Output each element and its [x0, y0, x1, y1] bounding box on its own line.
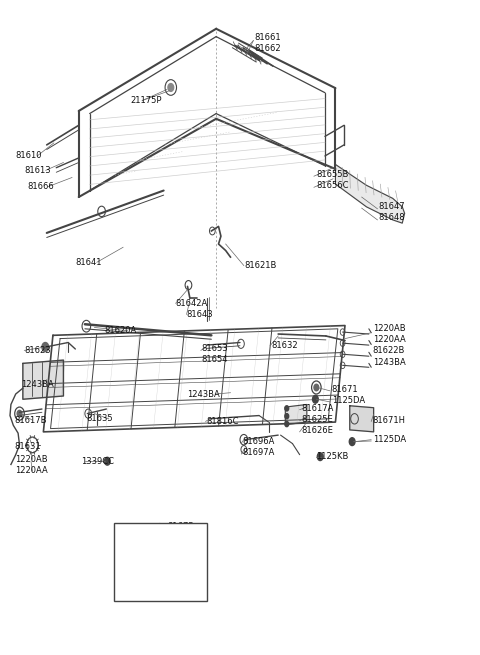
Text: 81642A: 81642A	[176, 299, 208, 308]
Text: 81648: 81648	[378, 214, 405, 223]
Text: 81620A: 81620A	[104, 326, 136, 335]
Text: 81671: 81671	[332, 385, 358, 394]
Circle shape	[312, 396, 318, 403]
Text: 81631: 81631	[15, 441, 41, 451]
Polygon shape	[23, 360, 63, 400]
Text: 21175P: 21175P	[130, 96, 162, 105]
Text: 81816C: 81816C	[206, 417, 239, 426]
Text: 81635: 81635	[86, 415, 113, 423]
Text: 1125KB: 1125KB	[316, 452, 349, 461]
Text: 81626E: 81626E	[301, 426, 333, 435]
Circle shape	[105, 457, 110, 465]
Text: 81617B: 81617B	[15, 416, 47, 424]
Text: 1125DA: 1125DA	[332, 396, 365, 405]
Text: 81643: 81643	[187, 310, 213, 319]
Text: 81621B: 81621B	[245, 261, 277, 270]
Text: 81661: 81661	[254, 33, 281, 42]
Circle shape	[17, 410, 22, 417]
Text: 81653: 81653	[202, 344, 228, 353]
Text: 1243BA: 1243BA	[188, 390, 220, 398]
Polygon shape	[350, 405, 373, 432]
Text: 81671H: 81671H	[372, 416, 406, 424]
Circle shape	[314, 384, 319, 391]
Text: 81610: 81610	[16, 151, 42, 160]
Text: 1339CC: 1339CC	[82, 457, 115, 466]
Text: 81677: 81677	[147, 555, 174, 563]
Text: 81697A: 81697A	[242, 448, 275, 457]
Text: 1125DA: 1125DA	[372, 435, 406, 444]
Polygon shape	[285, 404, 307, 424]
Circle shape	[42, 343, 48, 352]
Text: 1220AB: 1220AB	[372, 324, 405, 333]
Text: 81662: 81662	[254, 44, 281, 53]
Circle shape	[317, 453, 323, 460]
Bar	[114, 523, 206, 601]
Circle shape	[285, 413, 288, 419]
Text: 81625E: 81625E	[301, 415, 333, 424]
Text: 1220AA: 1220AA	[15, 466, 48, 476]
Text: 81647: 81647	[378, 202, 405, 212]
Text: 81656C: 81656C	[316, 181, 349, 190]
Circle shape	[285, 405, 288, 411]
Circle shape	[285, 421, 288, 426]
Circle shape	[168, 84, 174, 92]
Text: 81622B: 81622B	[372, 346, 405, 356]
Text: 81632: 81632	[271, 341, 298, 350]
Text: 81675: 81675	[168, 522, 194, 531]
Text: 81613: 81613	[24, 166, 51, 175]
Polygon shape	[336, 164, 405, 223]
Text: 1220AB: 1220AB	[15, 455, 48, 464]
Text: 81655B: 81655B	[316, 170, 349, 179]
Text: 81641: 81641	[75, 258, 102, 267]
Text: 81666: 81666	[28, 182, 54, 191]
Text: 81617A: 81617A	[301, 404, 334, 413]
Text: 1243BA: 1243BA	[372, 358, 406, 367]
Text: 1220AA: 1220AA	[372, 335, 406, 345]
Circle shape	[349, 438, 355, 445]
Text: 81696A: 81696A	[242, 437, 275, 446]
Text: 81654: 81654	[202, 355, 228, 364]
Text: 81623: 81623	[24, 346, 51, 355]
Text: 1243BA: 1243BA	[22, 381, 54, 389]
